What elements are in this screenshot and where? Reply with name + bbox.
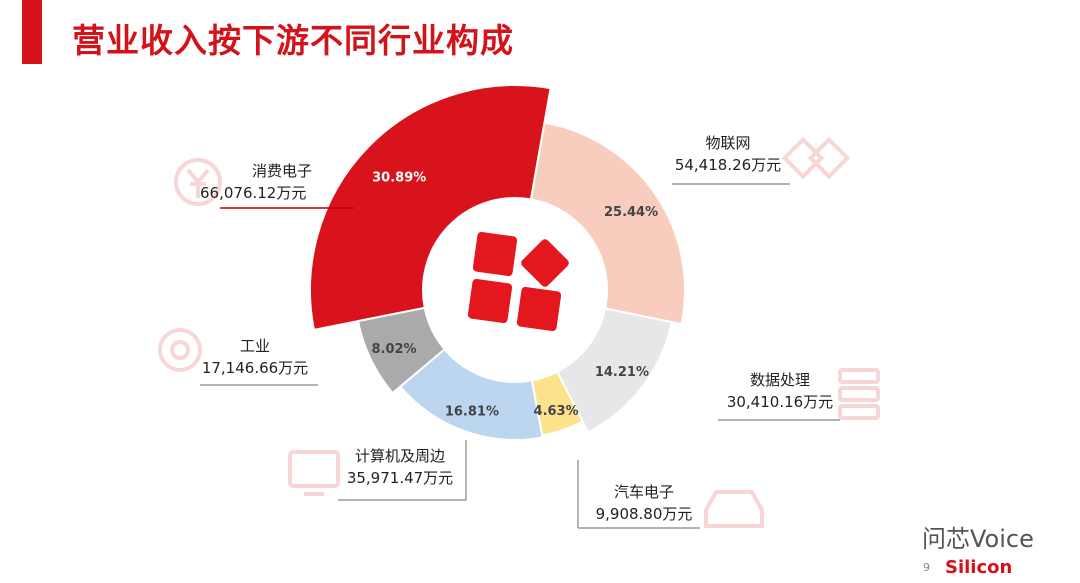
yen-coin-icon xyxy=(174,158,222,206)
pct-label-iot: 25.44% xyxy=(604,205,658,220)
network-icon xyxy=(781,136,851,180)
monitor-icon xyxy=(288,450,340,496)
slice-iot xyxy=(529,121,686,326)
center-logo-icon xyxy=(467,231,569,332)
watermark-text: 问芯Voice xyxy=(922,525,1034,553)
category-value-computer-peripherals: 35,971.47万元 xyxy=(347,469,453,487)
page-title: 营业收入按下游不同行业构成 xyxy=(72,21,514,60)
category-name-data-processing: 数据处理 xyxy=(750,371,810,389)
category-name-iot: 物联网 xyxy=(705,134,750,152)
pct-label-auto-electronics: 4.63% xyxy=(534,404,579,419)
slice-data-processing xyxy=(555,307,673,434)
gear-icon xyxy=(158,328,202,372)
category-value-industrial: 17,146.66万元 xyxy=(202,359,308,377)
pct-label-consumer-electronics: 30.89% xyxy=(372,171,426,186)
car-icon xyxy=(704,490,764,528)
brand-logo-text: Silicon xyxy=(945,557,1013,578)
category-value-iot: 54,418.26万元 xyxy=(675,156,781,174)
pct-label-industrial: 8.02% xyxy=(371,342,416,357)
pct-label-computer-peripherals: 16.81% xyxy=(445,404,499,419)
title-accent-bar xyxy=(22,0,42,64)
page-number: 9 xyxy=(923,561,930,574)
category-name-computer-peripherals: 计算机及周边 xyxy=(355,447,445,465)
category-name-auto-electronics: 汽车电子 xyxy=(614,483,674,501)
decorative-icons xyxy=(158,136,880,528)
slice-consumer-electronics xyxy=(309,84,552,332)
category-name-industrial: 工业 xyxy=(240,337,270,355)
category-name-consumer-electronics: 消费电子 xyxy=(252,162,312,180)
pct-label-data-processing: 14.21% xyxy=(595,365,649,380)
slice-industrial xyxy=(356,306,447,395)
category-value-consumer-electronics: 66,076.12万元 xyxy=(200,184,306,202)
category-value-auto-electronics: 9,908.80万元 xyxy=(596,505,693,523)
server-icon xyxy=(838,368,880,420)
category-value-data-processing: 30,410.16万元 xyxy=(727,393,833,411)
